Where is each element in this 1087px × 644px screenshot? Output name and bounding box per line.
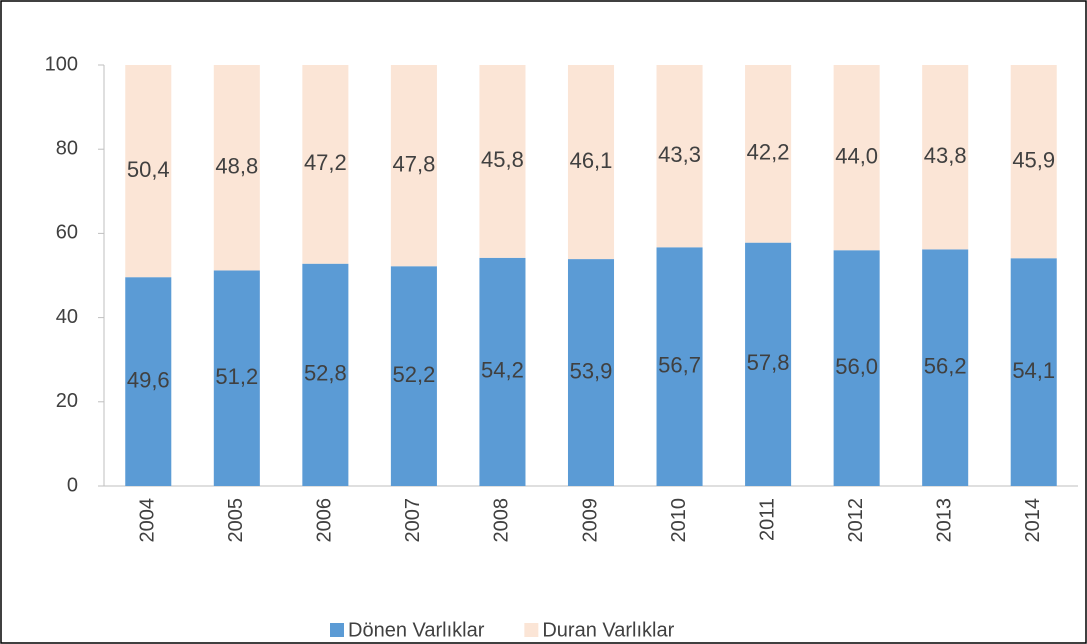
- data-label: 46,1: [570, 148, 613, 173]
- y-tick-label: 80: [56, 137, 78, 159]
- x-tick-label: 2007: [402, 498, 424, 543]
- data-label: 57,8: [747, 350, 790, 375]
- bar-segment: [479, 65, 526, 258]
- data-label: 51,2: [215, 364, 258, 389]
- bar-segment: [567, 65, 615, 260]
- y-tick-label: 0: [67, 474, 78, 496]
- data-label: 42,2: [747, 140, 790, 165]
- data-label: 56,2: [924, 354, 967, 379]
- bar-segment: [390, 266, 437, 486]
- bar-segment: [390, 65, 437, 267]
- data-label: 56,0: [835, 354, 878, 379]
- data-label: 47,2: [304, 150, 347, 175]
- bar-segment: [302, 263, 349, 486]
- bar-segment: [213, 270, 260, 486]
- bar-segment: [213, 65, 260, 271]
- legend-swatch: [524, 623, 539, 637]
- bar-segment: [1010, 258, 1057, 486]
- y-tick-label: 100: [45, 53, 78, 75]
- legend-swatch: [330, 623, 344, 637]
- y-tick-label: 40: [56, 306, 78, 328]
- data-label: 56,7: [658, 352, 701, 377]
- data-label: 45,8: [481, 147, 524, 172]
- bar-segment: [567, 259, 615, 486]
- data-label: 54,1: [1012, 358, 1055, 383]
- bar-segment: [302, 65, 349, 264]
- data-label: 52,8: [304, 361, 347, 386]
- data-label: 43,3: [658, 142, 701, 167]
- bar-segment: [833, 250, 880, 486]
- data-label: 53,9: [570, 358, 613, 383]
- data-label: 52,2: [392, 362, 435, 387]
- bar-segment: [479, 257, 526, 486]
- bar-segment: [833, 65, 880, 251]
- bar-segment: [125, 65, 172, 278]
- x-tick-label: 2014: [1022, 498, 1044, 543]
- x-tick-label: 2010: [668, 498, 690, 543]
- x-tick-label: 2013: [933, 498, 955, 543]
- bar-segment: [656, 65, 703, 248]
- bar-segment: [125, 277, 172, 486]
- data-label: 49,6: [127, 367, 170, 392]
- x-tick-label: 2012: [845, 498, 867, 543]
- x-tick-label: 2011: [756, 498, 778, 541]
- bar-segment: [745, 65, 792, 243]
- y-tick-label: 20: [56, 390, 78, 412]
- data-label: 43,8: [924, 143, 967, 168]
- x-tick-label: 2008: [491, 498, 513, 542]
- legend-label: Dönen Varlıklar: [348, 619, 485, 641]
- bar-segment: [745, 242, 792, 486]
- bar-segment: [922, 65, 969, 250]
- x-tick-label: 2004: [137, 498, 159, 543]
- data-label: 45,9: [1012, 147, 1055, 172]
- data-label: 48,8: [215, 154, 258, 179]
- data-label: 47,8: [392, 151, 435, 176]
- data-label: 44,0: [835, 143, 878, 168]
- y-tick-label: 60: [56, 222, 78, 244]
- bar-segment: [1010, 65, 1057, 259]
- data-label: 50,4: [127, 157, 170, 182]
- x-tick-label: 2005: [225, 498, 247, 543]
- x-tick-label: 2009: [579, 498, 601, 543]
- bar-segment: [922, 249, 969, 486]
- legend-label: Duran Varlıklar: [542, 619, 674, 641]
- data-label: 54,2: [481, 358, 524, 383]
- x-tick-label: 2006: [314, 498, 336, 543]
- bar-segment: [656, 247, 703, 486]
